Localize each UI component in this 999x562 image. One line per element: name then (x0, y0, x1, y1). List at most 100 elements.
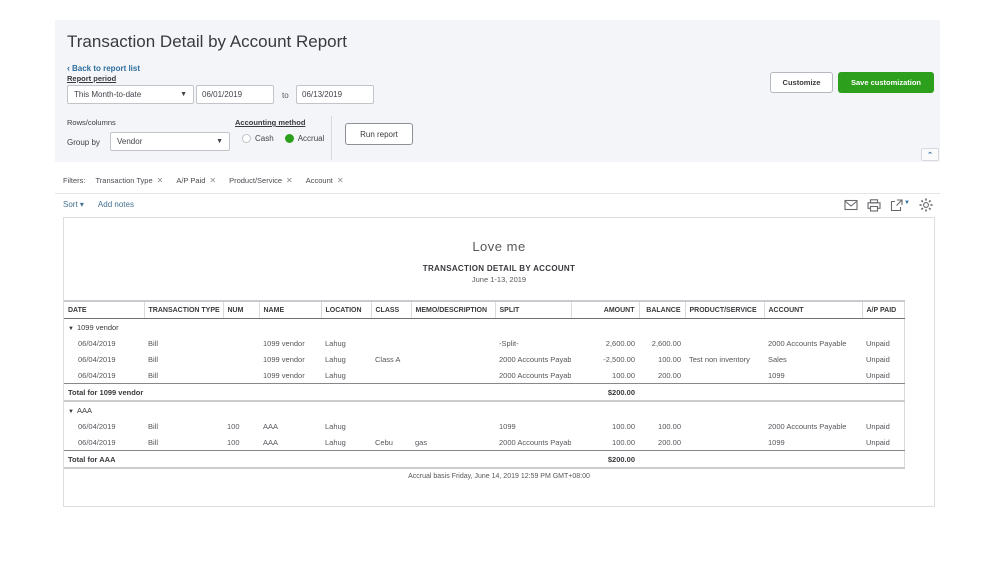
customize-button[interactable]: Customize (770, 72, 833, 93)
page-title: Transaction Detail by Account Report (67, 32, 347, 52)
table-cell: Unpaid (862, 367, 904, 384)
filter-chip-transaction-type[interactable]: Transaction Type✕ (96, 176, 164, 185)
column-header[interactable]: BALANCE (639, 301, 685, 319)
table-row[interactable]: 06/04/2019Bill1099 vendorLahugClass A200… (64, 351, 904, 367)
export-control: ▼ (890, 199, 910, 212)
filter-chip-ap-paid[interactable]: A/P Paid✕ (176, 176, 216, 185)
chevron-left-icon: ‹ (67, 63, 70, 73)
table-cell: $200.00 (571, 451, 639, 469)
page: Transaction Detail by Account Report ‹Ba… (0, 0, 999, 562)
filter-chip-account[interactable]: Account✕ (306, 176, 344, 185)
table-cell: 1099 vendor (259, 367, 321, 384)
table-cell: Lahug (321, 418, 371, 434)
email-icon[interactable] (844, 199, 858, 211)
table-cell: Bill (144, 434, 223, 451)
column-header[interactable]: MEMO/DESCRIPTION (411, 301, 495, 319)
group-by-select[interactable]: Vendor ▼ (110, 132, 230, 151)
date-to-input[interactable] (296, 85, 374, 104)
to-label: to (282, 91, 289, 100)
chevron-down-icon: ▼ (216, 138, 223, 145)
column-header[interactable]: DATE (64, 301, 144, 319)
chevron-down-icon[interactable]: ▼ (904, 200, 910, 206)
table-row[interactable]: 06/04/2019Bill100AAALahug1099100.00100.0… (64, 418, 904, 434)
table-cell: 06/04/2019 (64, 367, 144, 384)
remove-filter-icon[interactable]: ✕ (157, 176, 164, 185)
column-header[interactable]: NUM (223, 301, 259, 319)
collapse-group-icon[interactable]: ▼ (68, 326, 74, 332)
column-header[interactable]: CLASS (371, 301, 411, 319)
table-cell: Bill (144, 351, 223, 367)
table-row[interactable]: 06/04/2019Bill1099 vendorLahug-Split-2,6… (64, 335, 904, 351)
table-cell: Sales (764, 351, 862, 367)
table-cell (411, 351, 495, 367)
table-cell (411, 367, 495, 384)
cash-radio-label: Cash (255, 134, 274, 143)
collapse-panel-button[interactable]: ⌃ (921, 148, 939, 161)
group-header-row[interactable]: ▼AAA (64, 401, 904, 418)
chevron-down-icon: ▼ (180, 91, 187, 98)
table-cell: 200.00 (639, 367, 685, 384)
column-header[interactable]: LOCATION (321, 301, 371, 319)
export-icon[interactable] (890, 199, 903, 212)
sort-dropdown[interactable]: Sort ▾ (63, 200, 84, 209)
accounting-method-label: Accounting method (235, 118, 305, 127)
table-cell: $200.00 (571, 384, 639, 402)
table-cell (639, 384, 904, 402)
table-cell: 1099 vendor (259, 351, 321, 367)
column-header[interactable]: AMOUNT (571, 301, 639, 319)
report-controls-panel: Transaction Detail by Account Report ‹Ba… (55, 20, 940, 162)
table-cell: 2000 Accounts Payable (764, 418, 862, 434)
column-header[interactable]: TRANSACTION TYPE (144, 301, 223, 319)
cash-radio[interactable]: Cash (242, 134, 274, 143)
accounting-method-radios: Cash Accrual (242, 134, 324, 143)
report-panel: Love me TRANSACTION DETAIL BY ACCOUNT Ju… (63, 217, 935, 507)
table-cell (371, 367, 411, 384)
date-from-input[interactable] (196, 85, 274, 104)
radio-dot-icon (285, 134, 294, 143)
collapse-group-icon[interactable]: ▼ (68, 409, 74, 415)
table-cell: 1099 (495, 418, 571, 434)
accrual-radio-label: Accrual (298, 134, 325, 143)
table-row[interactable]: 06/04/2019Bill100AAALahugCebugas2000 Acc… (64, 434, 904, 451)
column-header[interactable]: A/P PAID (862, 301, 904, 319)
column-header[interactable]: SPLIT (495, 301, 571, 319)
report-period-select[interactable]: This Month-to-date ▼ (67, 85, 194, 104)
table-cell: Total for AAA (64, 451, 571, 469)
group-total-row: Total for 1099 vendor$200.00 (64, 384, 904, 402)
remove-filter-icon[interactable]: ✕ (209, 176, 216, 185)
company-name: Love me (64, 239, 934, 254)
table-cell: 100 (223, 418, 259, 434)
filter-chip-product-service[interactable]: Product/Service✕ (229, 176, 293, 185)
table-cell: 1099 (764, 367, 862, 384)
print-icon[interactable] (867, 199, 881, 212)
table-cell (685, 418, 764, 434)
table-cell: Lahug (321, 335, 371, 351)
add-notes-link[interactable]: Add notes (98, 200, 134, 209)
table-cell: Bill (144, 367, 223, 384)
radio-circle-icon (242, 134, 251, 143)
column-header[interactable]: ACCOUNT (764, 301, 862, 319)
table-cell (223, 367, 259, 384)
report-table: DATETRANSACTION TYPENUMNAMELOCATIONCLASS… (64, 300, 905, 469)
save-customization-button[interactable]: Save customization (838, 72, 934, 93)
table-cell (371, 418, 411, 434)
table-cell: 100.00 (639, 351, 685, 367)
remove-filter-icon[interactable]: ✕ (286, 176, 293, 185)
column-header[interactable]: PRODUCT/SERVICE (685, 301, 764, 319)
table-cell: Bill (144, 418, 223, 434)
horizontal-divider (55, 193, 940, 194)
run-report-button[interactable]: Run report (345, 123, 413, 145)
filters-label: Filters: (63, 176, 86, 185)
column-header[interactable]: NAME (259, 301, 321, 319)
accrual-radio[interactable]: Accrual (285, 134, 325, 143)
settings-icon[interactable] (919, 198, 933, 212)
back-to-report-list-link[interactable]: ‹Back to report list (67, 63, 140, 73)
table-cell: 1099 vendor (259, 335, 321, 351)
group-header-row[interactable]: ▼1099 vendor (64, 319, 904, 336)
sort-row: Sort ▾ Add notes (63, 200, 134, 209)
table-row[interactable]: 06/04/2019Bill1099 vendorLahug2000 Accou… (64, 367, 904, 384)
table-cell: 100.00 (571, 367, 639, 384)
table-cell: 100 (223, 434, 259, 451)
remove-filter-icon[interactable]: ✕ (337, 176, 344, 185)
table-cell: 2000 Accounts Payable (495, 351, 571, 367)
